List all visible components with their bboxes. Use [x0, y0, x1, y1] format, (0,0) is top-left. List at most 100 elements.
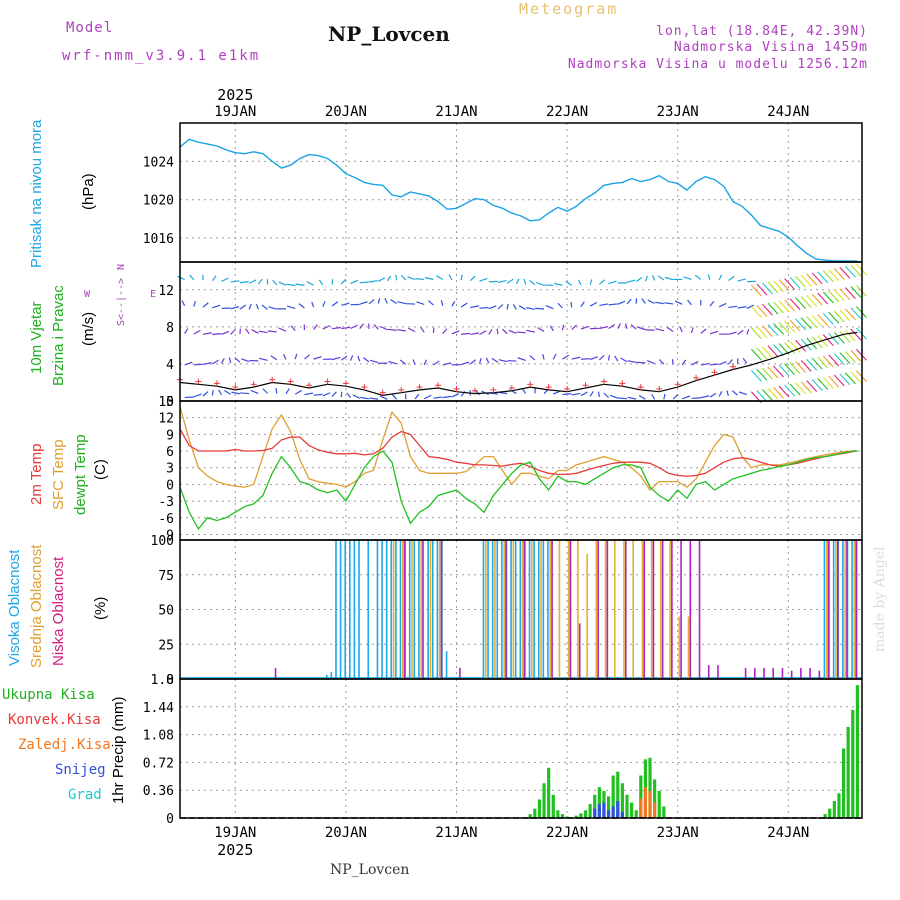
wind-arrow [349, 355, 354, 361]
cloud-bar [438, 540, 441, 679]
wind-arrow [806, 358, 818, 371]
wind-arrow [728, 275, 735, 281]
wind-arrow [608, 324, 616, 330]
wind-arrow [806, 294, 818, 307]
cloud-bar [408, 540, 411, 679]
wind-arrow [767, 388, 779, 400]
wind-arrow [784, 278, 795, 290]
wind-arrow [644, 275, 649, 282]
panel-frame [179, 122, 863, 263]
cloud-bar [512, 540, 515, 679]
cloud-bar [851, 540, 853, 679]
wind-arrow [488, 329, 493, 335]
wind-arrow [535, 281, 545, 286]
wind-arrow [617, 323, 621, 329]
wind-arrow [359, 281, 369, 284]
model-name: wrf-nmm_v3.9.1 e1km [62, 48, 261, 64]
wind-arrow [461, 332, 471, 335]
wind-arrow [811, 272, 823, 285]
precip-bar [841, 748, 846, 818]
wind-arrow [255, 303, 259, 310]
compass-e: E [150, 289, 157, 300]
wind-arrow [626, 279, 636, 283]
cloud-bar [445, 651, 448, 679]
wind-arrow [363, 357, 370, 363]
wind-arrow [221, 277, 229, 282]
y-tick-label: 12 [158, 284, 174, 299]
y-tick-label: 0 [166, 395, 174, 410]
wind-arrow [800, 338, 812, 351]
model-label: Model [66, 20, 114, 36]
wind-arrow [341, 326, 351, 330]
wind-arrow [664, 302, 674, 305]
wind-arrow [637, 326, 646, 331]
cloud-bar [427, 540, 429, 679]
model-elevation-label: Nadmorska Visina u modelu 1256.12m [567, 57, 868, 72]
wind-arrow [202, 332, 212, 335]
wind-arrow [839, 267, 851, 279]
wind-arrow [709, 330, 719, 335]
wind-arrow [221, 330, 230, 336]
wind-arrow [828, 375, 840, 388]
precip-bar [832, 801, 836, 818]
precip-bar [583, 810, 588, 818]
wind-arrow [202, 362, 212, 366]
y-tick-label: 1.08 [143, 729, 174, 744]
precip-bar [588, 804, 592, 818]
wind-arrow [608, 280, 617, 285]
wind-arrow [681, 359, 687, 366]
cloud-bar [339, 540, 342, 679]
cloud-bar [491, 540, 494, 679]
wind-arrow [386, 275, 392, 282]
bottom-day-label: 20JAN [325, 825, 367, 841]
cloud-bar [669, 540, 671, 679]
cloud-bar [763, 667, 765, 679]
wind-arrow [773, 365, 784, 378]
wind-arrow [845, 372, 856, 385]
wind-arrow [189, 274, 195, 281]
wind-arrow [626, 298, 632, 305]
wind-arrow [442, 362, 452, 366]
wind-arrow [278, 327, 287, 332]
wind-arrow [508, 329, 517, 334]
wind-arrow [746, 328, 750, 335]
wind-arrow [806, 380, 818, 392]
wind-arrow [523, 278, 527, 285]
wind-arrow [767, 302, 779, 315]
wind-arrow [331, 301, 339, 307]
wind-arrow [839, 330, 851, 343]
y-tick-label: -3 [158, 495, 174, 510]
wind-arrow [485, 357, 490, 364]
wind-arrow [435, 275, 443, 281]
wind-arrow [340, 278, 347, 285]
wind-arrow [828, 333, 840, 345]
wind-arrow [589, 390, 594, 397]
wind-arrow [839, 352, 851, 364]
wind-arrow [331, 356, 341, 361]
wind-arrow [607, 354, 611, 361]
cloud-bar [440, 540, 443, 679]
wind-arrow [773, 280, 784, 293]
wind-arrow [756, 326, 768, 339]
wind-arrow [451, 330, 460, 335]
wind-arrow [202, 302, 209, 308]
cloud-bar [399, 540, 402, 679]
wind-arrow [518, 305, 526, 310]
wind-arrow [811, 315, 823, 327]
y-tick-label: 1020 [143, 194, 174, 209]
wind-arrow [181, 300, 186, 307]
wind-arrow [286, 283, 296, 286]
wind-arrow [506, 303, 509, 310]
wind-arrow [800, 381, 812, 394]
wind-arrow [795, 318, 807, 331]
wind-arrow [230, 280, 240, 283]
cloud-bar [661, 540, 664, 679]
wind-arrow [542, 354, 545, 360]
cloud-bar [390, 540, 393, 679]
wind-arrow [767, 324, 779, 336]
cloud-bar [687, 616, 690, 679]
cloud-bar [823, 540, 826, 679]
wind-arrow [822, 334, 834, 347]
precip-bar [574, 815, 578, 818]
wind-arrow [395, 274, 398, 281]
